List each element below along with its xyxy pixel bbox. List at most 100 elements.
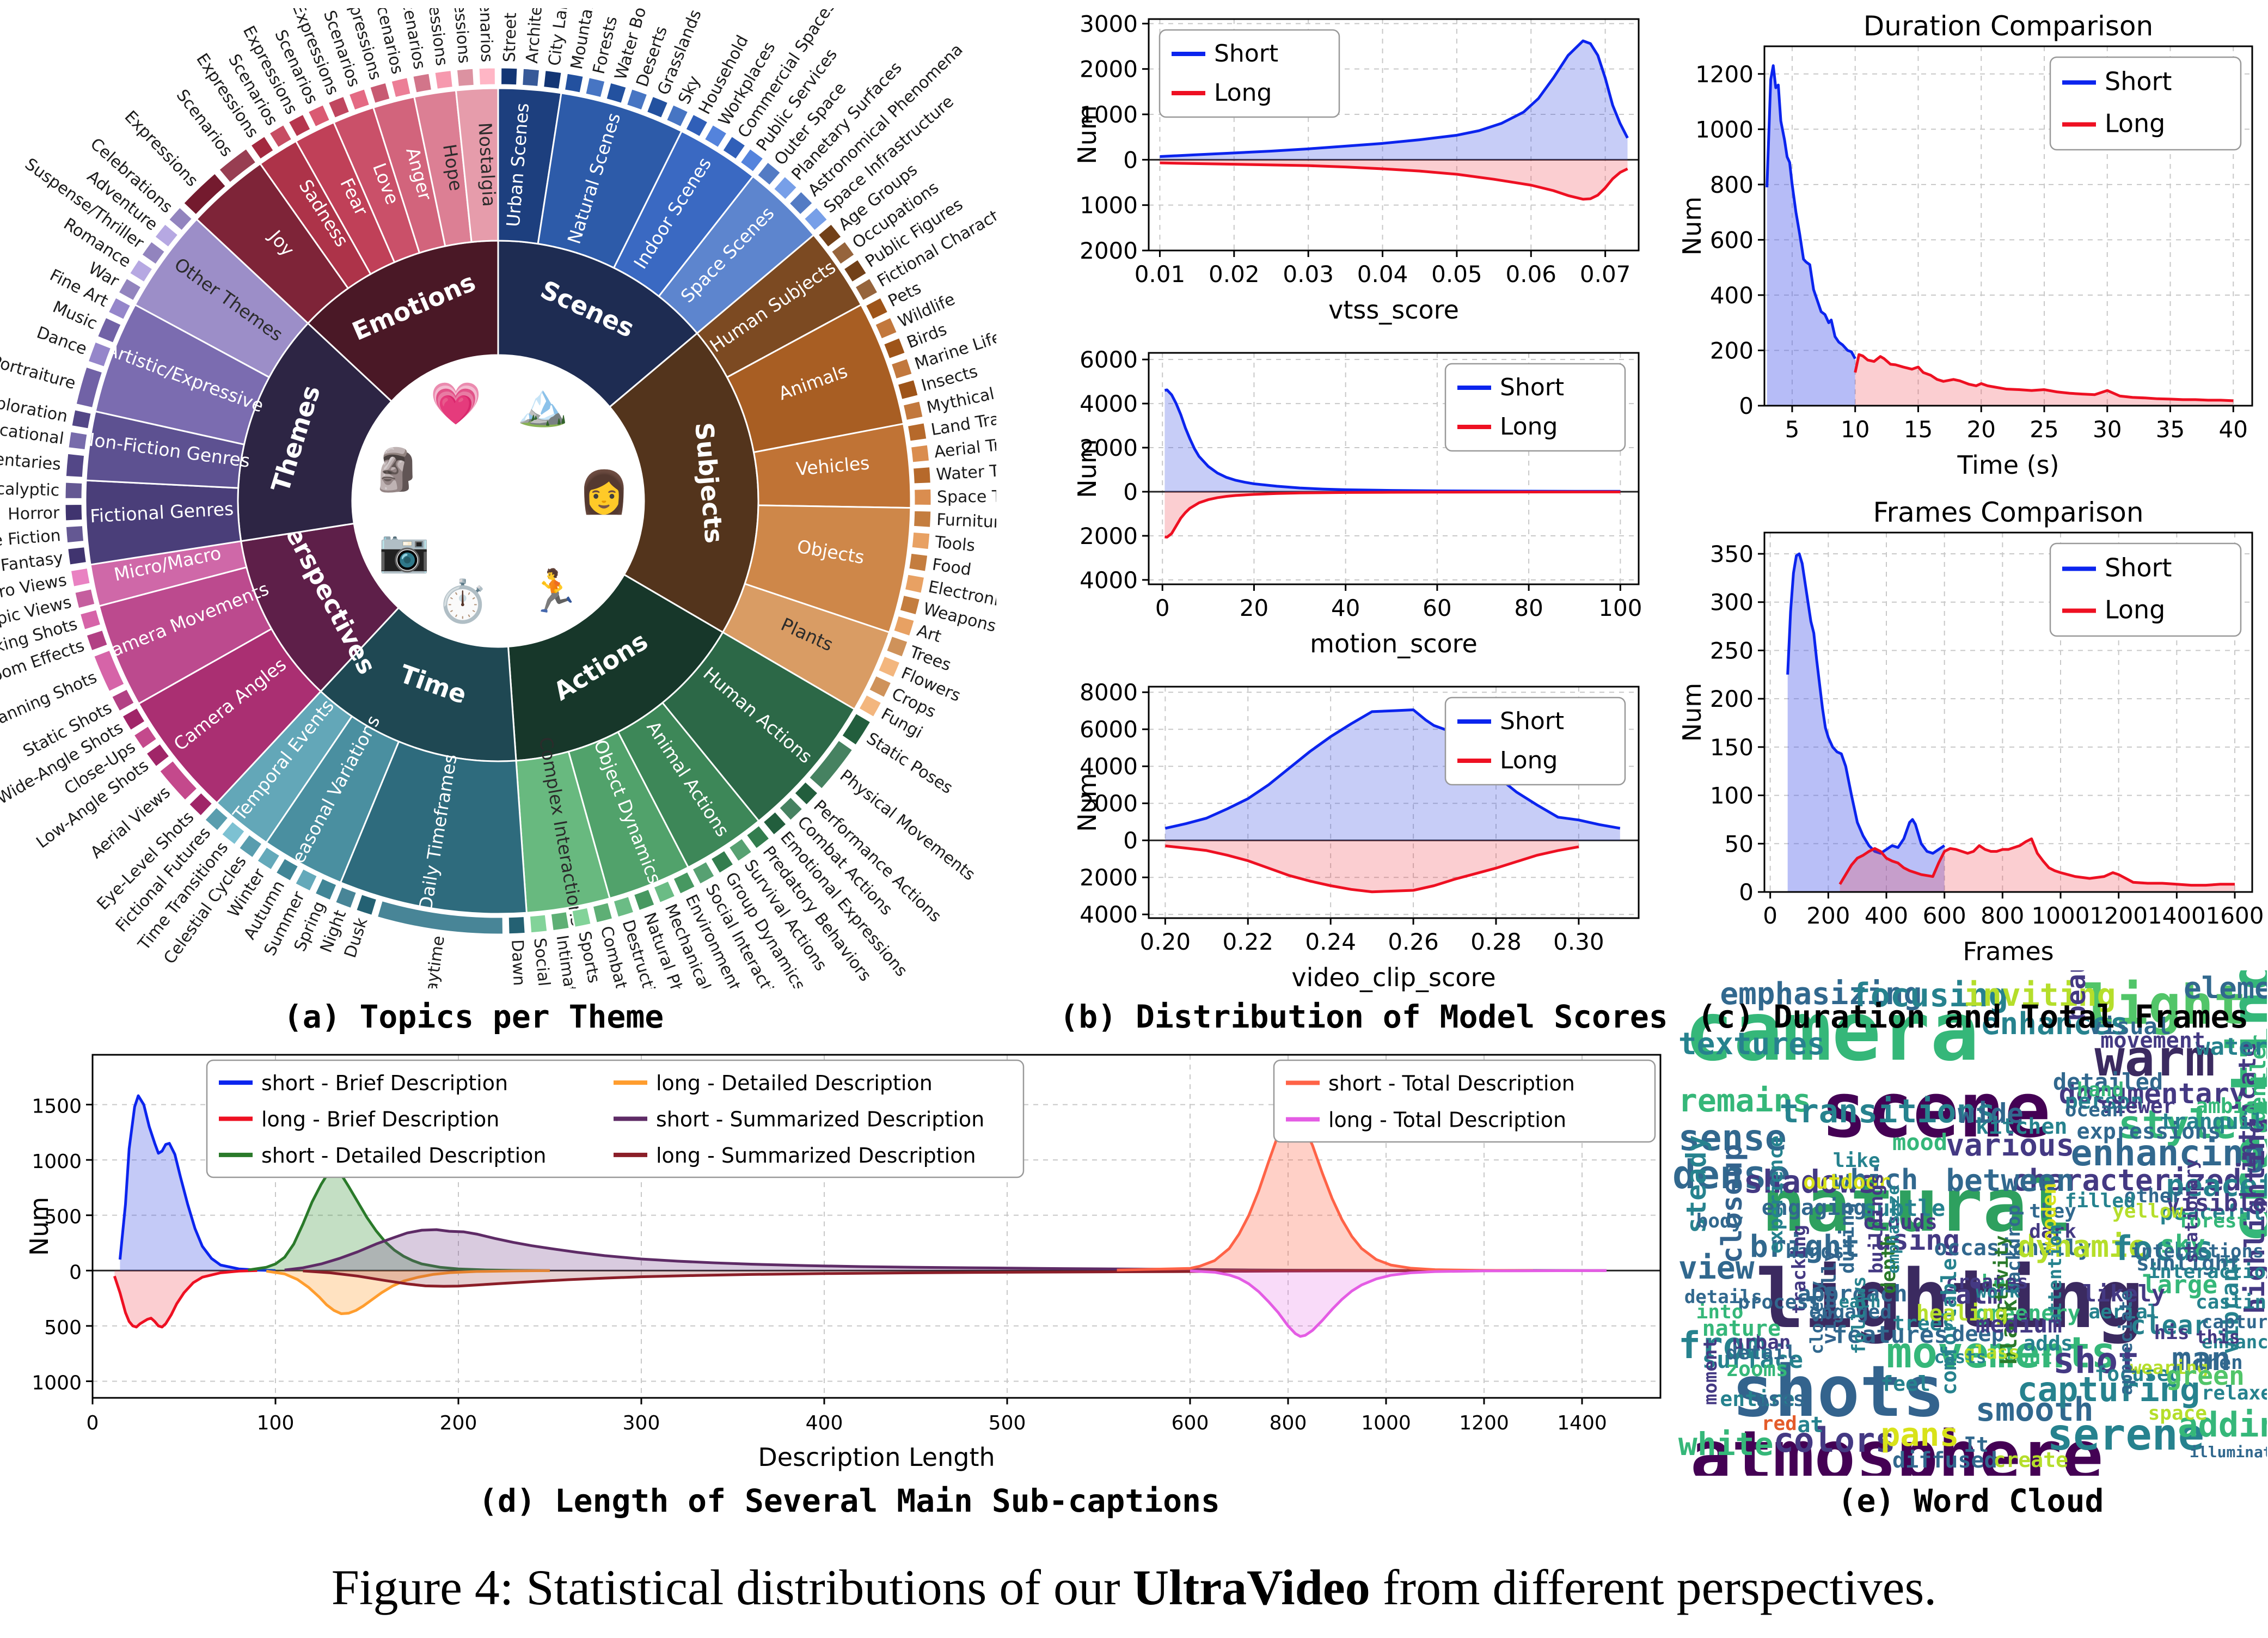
caption-b: (b) Distribution of Model Scores bbox=[1059, 998, 1668, 1035]
x-tick-label: 35 bbox=[2156, 416, 2185, 443]
video-clip-score-chart: 0.20 0.22 0.24 0.26 0.28 0.30 8000 6000 4000 2000… bbox=[1075, 679, 1640, 992]
cloud-word: from bbox=[1678, 1324, 1768, 1367]
cloud-word: light bbox=[2082, 973, 2247, 1037]
cloud-word: man bbox=[2172, 1340, 2231, 1378]
cloud-word: clear bbox=[2130, 1310, 2209, 1341]
cloud-word: detail bbox=[1726, 1341, 1797, 1364]
y-tick-label: 4000 bbox=[1080, 753, 1138, 780]
y-tick-label: 3000 bbox=[1080, 10, 1138, 37]
x-tick-label: 0.26 bbox=[1388, 928, 1439, 955]
legend-box bbox=[2049, 542, 2242, 637]
sunburst-wedge bbox=[876, 655, 902, 679]
series-fill bbox=[284, 1230, 1607, 1271]
y-tick-label: 100 bbox=[1710, 783, 1754, 809]
sunburst-wedge bbox=[433, 69, 454, 91]
y-tick-label: 200 bbox=[1710, 337, 1754, 364]
x-tick-label: 1200 bbox=[1459, 1412, 1509, 1434]
series-fill bbox=[1190, 1270, 1607, 1337]
series-fill bbox=[1767, 65, 1855, 406]
y-tick-label: 1000 bbox=[32, 1151, 82, 1173]
sunburst-wedge bbox=[237, 833, 264, 859]
y-tick-label: 0 bbox=[1739, 879, 1754, 906]
legend-label: Long bbox=[1500, 413, 1558, 441]
y-tick-label: 6000 bbox=[1080, 346, 1138, 373]
cloud-word: characterized bbox=[2011, 1163, 2242, 1197]
y-tick-label: 600 bbox=[1710, 227, 1754, 253]
x-tick-label: 80 bbox=[1514, 595, 1543, 621]
cloud-word: hands bbox=[1785, 1240, 1844, 1263]
sunburst-wedge bbox=[584, 76, 606, 99]
cloud-word: illumination bbox=[2190, 1443, 2267, 1462]
x-tick-label: 0 bbox=[1763, 902, 1777, 929]
cloud-word: experience bbox=[1764, 1135, 1787, 1254]
person-with-cat-icon: 👩 bbox=[578, 467, 630, 516]
series-line bbox=[1854, 353, 2234, 402]
y-tick-label: 0 bbox=[1123, 146, 1138, 173]
cloud-word: space bbox=[2148, 1402, 2207, 1425]
cloud-word: creates bbox=[1946, 1270, 2029, 1293]
sunburst-wedge bbox=[873, 316, 899, 341]
series-line bbox=[118, 1094, 276, 1272]
cloud-word: yellow bbox=[2112, 1200, 2184, 1223]
y-tick-label: 800 bbox=[1710, 172, 1754, 198]
sunburst-wedge bbox=[903, 573, 926, 595]
y-tick-label: 350 bbox=[1710, 541, 1754, 567]
cloud-word: entire bbox=[1720, 1387, 1795, 1411]
topic-label: Post-Apocalyptic bbox=[0, 478, 60, 500]
x-tick-label: 400 bbox=[806, 1412, 843, 1434]
topic-label: Dawn bbox=[507, 939, 529, 986]
x-tick-label: 40 bbox=[1331, 595, 1360, 621]
sunburst-wedge bbox=[110, 687, 136, 713]
cloud-word: zooms bbox=[1726, 1356, 1788, 1381]
cloud-word: elements bbox=[2184, 971, 2267, 1006]
sunburst-wedge bbox=[721, 135, 747, 161]
cloud-word: ambiance bbox=[2195, 1094, 2267, 1118]
sunburst-wedge bbox=[64, 481, 84, 500]
cloud-word: sunlight bbox=[2136, 1250, 2241, 1276]
x-tick-label: 30 bbox=[2093, 416, 2122, 443]
x-tick-label: 0.05 bbox=[1431, 261, 1482, 288]
x-tick-label: 20 bbox=[1240, 595, 1268, 621]
sunburst-wedge bbox=[167, 205, 194, 233]
series-line bbox=[113, 1269, 258, 1329]
cloud-word: into bbox=[1696, 1301, 1744, 1324]
sunburst-wedge bbox=[287, 113, 312, 138]
sunburst-wedge bbox=[307, 103, 332, 129]
sunburst-wedge bbox=[217, 147, 258, 185]
series-line bbox=[1766, 64, 1856, 359]
y-tick-label: 0 bbox=[1739, 393, 1754, 419]
cloud-word: visible bbox=[2166, 1189, 2267, 1218]
x-tick-label: 600 bbox=[1923, 902, 1966, 929]
cloud-word: dense bbox=[1672, 1152, 1791, 1198]
cloud-word: they bbox=[2029, 1200, 2076, 1223]
runner-icon: 🏃 bbox=[529, 567, 580, 615]
cloud-word: casts bbox=[1934, 1347, 1987, 1367]
series-fill bbox=[1787, 554, 1945, 892]
cloud-word: urban bbox=[1732, 1331, 1791, 1354]
x-axis-label: Frames bbox=[1963, 937, 2054, 966]
legend-label: Long bbox=[2105, 595, 2165, 625]
sunburst-wedge bbox=[64, 524, 85, 545]
legend-box bbox=[2049, 56, 2242, 151]
sunburst-wedge bbox=[69, 566, 92, 588]
cloud-word: casting bbox=[2195, 1291, 2267, 1313]
y-tick-label: 4000 bbox=[1080, 567, 1138, 594]
series-fill bbox=[248, 1171, 550, 1271]
y-axis-label: Num bbox=[1075, 439, 1102, 498]
series-fill bbox=[114, 1270, 258, 1327]
cloud-word: documentary bbox=[2058, 1078, 2247, 1111]
series-line bbox=[1190, 1269, 1607, 1338]
plot-frame bbox=[1148, 352, 1640, 585]
y-tick-label: 8000 bbox=[1080, 679, 1138, 706]
cloud-word: healing bbox=[1916, 1301, 2008, 1327]
series-fill bbox=[266, 1270, 550, 1314]
legend-box bbox=[1273, 1059, 1656, 1143]
legend-label: Short bbox=[2105, 67, 2172, 96]
legend-label: Short bbox=[1500, 707, 1564, 735]
x-tick-label: 400 bbox=[1865, 902, 1908, 929]
sunburst-wedge bbox=[67, 430, 89, 451]
sunburst-wedge bbox=[684, 113, 709, 138]
sunburst-wedge bbox=[220, 820, 247, 846]
x-tick-label: 0.22 bbox=[1223, 928, 1274, 955]
cloud-word: other bbox=[2124, 1185, 2184, 1208]
